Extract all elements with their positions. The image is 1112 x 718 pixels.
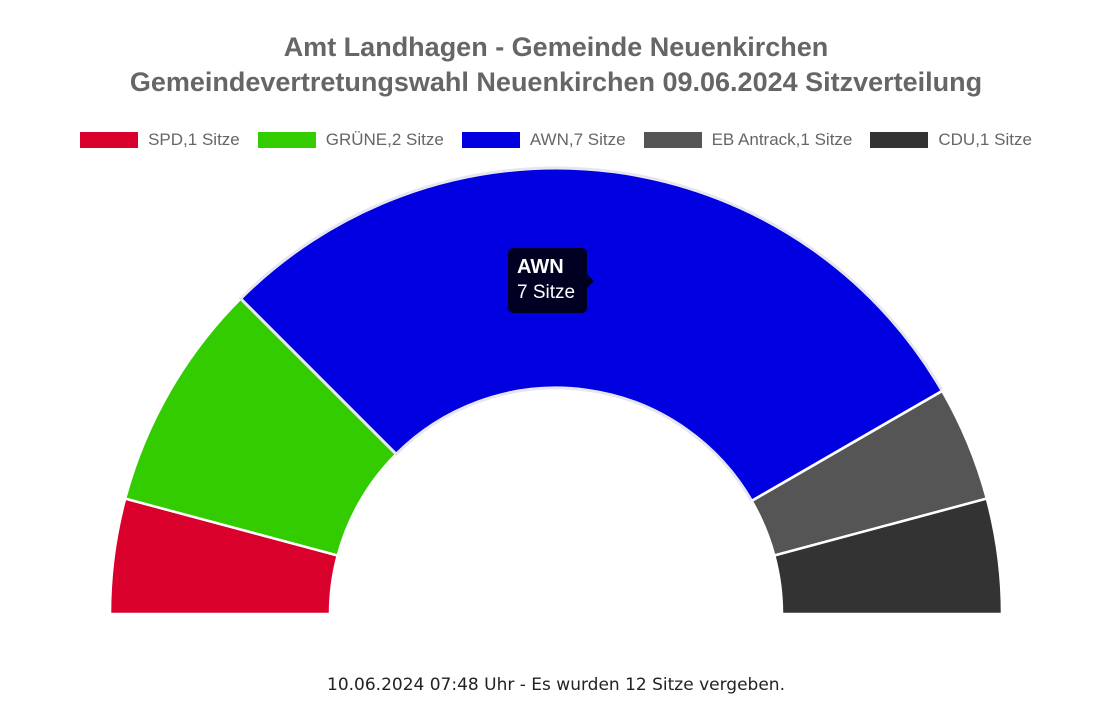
chart-title: Amt Landhagen - Gemeinde Neuenkirchen Ge… xyxy=(0,30,1112,100)
segment-awn[interactable] xyxy=(238,166,945,504)
tooltip-title: AWN xyxy=(517,256,564,278)
legend-label: SPD,1 Sitze xyxy=(148,130,240,149)
legend-item-awn[interactable]: AWN,7 Sitze xyxy=(461,130,626,150)
legend-swatch xyxy=(461,132,520,148)
legend-swatch xyxy=(257,132,316,148)
tooltip-body: 7 Sitze xyxy=(517,282,576,303)
legend-label: AWN,7 Sitze xyxy=(529,130,626,149)
segment-cdu[interactable] xyxy=(772,497,1004,616)
chart-tooltip: AWN 7 Sitze xyxy=(508,248,594,313)
legend-item-cdu[interactable]: CDU,1 Sitze xyxy=(870,130,1032,150)
legend-label: EB Antrack,1 Sitze xyxy=(711,130,853,149)
chart-title-line-1: Amt Landhagen - Gemeinde Neuenkirchen xyxy=(283,32,829,62)
legend-item-eb-antrack[interactable]: EB Antrack,1 Sitze xyxy=(643,130,853,150)
legend-swatch xyxy=(80,132,139,148)
chart-title-line-2: Gemeindevertretungswahl Neuenkirchen 09.… xyxy=(129,67,983,97)
legend-item-grüne[interactable]: GRÜNE,2 Sitze xyxy=(257,130,444,150)
footer-note: 10.06.2024 07:48 Uhr - Es wurden 12 Sitz… xyxy=(327,675,785,695)
legend-label: GRÜNE,2 Sitze xyxy=(325,130,444,149)
chart-legend: SPD,1 Sitze GRÜNE,2 Sitze AWN,7 Sitze EB An… xyxy=(0,130,1112,150)
legend-swatch xyxy=(870,132,929,148)
legend-swatch xyxy=(643,132,702,148)
legend-label: CDU,1 Sitze xyxy=(938,130,1032,149)
legend-item-spd[interactable]: SPD,1 Sitze xyxy=(80,130,240,150)
